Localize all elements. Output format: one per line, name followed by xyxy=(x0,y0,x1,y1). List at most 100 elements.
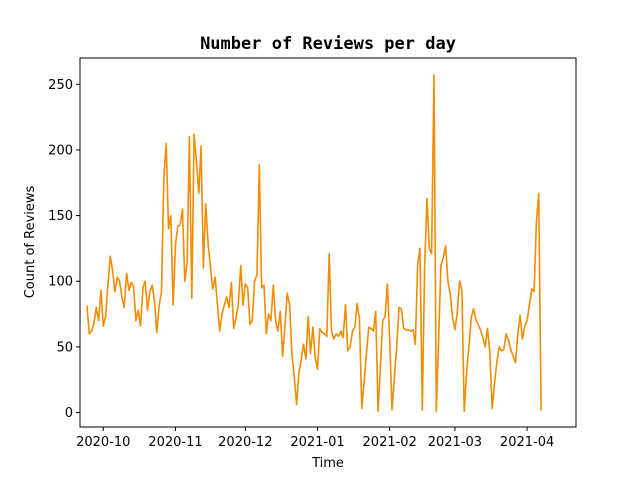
data-point xyxy=(377,410,379,412)
data-point xyxy=(386,283,388,285)
data-point xyxy=(340,330,342,332)
data-point xyxy=(470,317,472,319)
data-point xyxy=(198,192,200,194)
data-point xyxy=(496,362,498,364)
data-point xyxy=(463,410,465,412)
data-point xyxy=(500,350,503,352)
x-tick-label: 2020-10 xyxy=(76,435,130,450)
data-point xyxy=(403,327,405,330)
x-tick-label: 2021-02 xyxy=(363,435,417,450)
data-point xyxy=(170,215,172,217)
data-point xyxy=(333,338,335,340)
data-point xyxy=(160,291,163,293)
data-point xyxy=(405,329,407,331)
data-point xyxy=(410,330,412,332)
data-point xyxy=(119,280,121,282)
x-tick-label: 2020-12 xyxy=(218,435,272,450)
x-axis-label: Time xyxy=(311,456,344,471)
data-point xyxy=(254,280,256,282)
data-point xyxy=(263,284,265,286)
data-point xyxy=(370,327,372,330)
data-point xyxy=(153,300,156,302)
data-point xyxy=(242,304,244,306)
data-point xyxy=(221,313,223,315)
data-point xyxy=(272,284,274,286)
data-point xyxy=(414,343,416,345)
data-point xyxy=(445,245,447,247)
data-point xyxy=(505,333,507,335)
data-point xyxy=(207,242,209,244)
data-point xyxy=(249,324,251,326)
data-point xyxy=(151,284,153,286)
y-tick-label: 50 xyxy=(56,340,73,355)
data-point xyxy=(312,326,314,328)
data-point xyxy=(261,287,263,289)
data-point xyxy=(179,224,181,226)
data-point xyxy=(172,304,174,306)
data-point xyxy=(100,289,102,291)
data-point xyxy=(428,247,430,249)
data-point xyxy=(228,306,230,309)
data-point xyxy=(293,375,295,377)
data-point xyxy=(459,280,461,282)
data-point xyxy=(440,264,442,267)
data-point xyxy=(356,303,358,305)
data-point xyxy=(130,282,132,284)
data-point xyxy=(482,337,484,339)
data-point xyxy=(247,287,249,289)
data-point xyxy=(291,352,293,355)
data-point xyxy=(456,312,458,314)
y-tick-label: 0 xyxy=(65,406,73,421)
data-point xyxy=(284,326,286,328)
data-point xyxy=(396,346,398,348)
data-point xyxy=(277,330,279,332)
data-point xyxy=(139,325,142,327)
data-point xyxy=(226,296,228,298)
data-point xyxy=(389,338,391,340)
x-tick-label: 2021-04 xyxy=(500,435,554,450)
plot-frame xyxy=(79,57,577,428)
x-tick-label: 2020-11 xyxy=(148,435,202,450)
data-point xyxy=(319,327,321,330)
data-point xyxy=(300,359,302,361)
data-point xyxy=(538,192,540,194)
data-point xyxy=(454,329,456,331)
data-point xyxy=(421,409,423,411)
data-point xyxy=(435,410,437,412)
data-point xyxy=(93,322,95,324)
data-point xyxy=(351,330,354,332)
data-point xyxy=(342,337,344,339)
data-point xyxy=(98,320,100,322)
data-points xyxy=(86,74,542,412)
data-point xyxy=(305,358,307,360)
data-point xyxy=(363,381,365,383)
data-point xyxy=(265,333,267,335)
data-point xyxy=(307,316,309,318)
data-point xyxy=(349,346,351,348)
data-point xyxy=(328,253,330,255)
data-point xyxy=(133,285,135,288)
data-point xyxy=(230,282,232,284)
data-point xyxy=(400,308,402,310)
data-point xyxy=(354,326,356,328)
data-point xyxy=(475,318,477,320)
data-point xyxy=(105,316,107,318)
data-point xyxy=(209,264,211,267)
data-point xyxy=(461,289,463,291)
data-point xyxy=(358,317,360,319)
data-point xyxy=(275,320,277,322)
data-point xyxy=(426,197,428,200)
data-point xyxy=(193,133,195,135)
data-point xyxy=(116,276,118,278)
data-point xyxy=(507,339,510,341)
data-point xyxy=(156,331,158,334)
data-point xyxy=(181,208,184,210)
data-point xyxy=(216,303,218,305)
data-point xyxy=(149,291,151,293)
data-point xyxy=(286,292,288,294)
data-point xyxy=(212,288,214,290)
data-point xyxy=(484,346,486,348)
data-point xyxy=(398,306,400,309)
data-point xyxy=(468,346,470,348)
data-point xyxy=(144,280,146,282)
